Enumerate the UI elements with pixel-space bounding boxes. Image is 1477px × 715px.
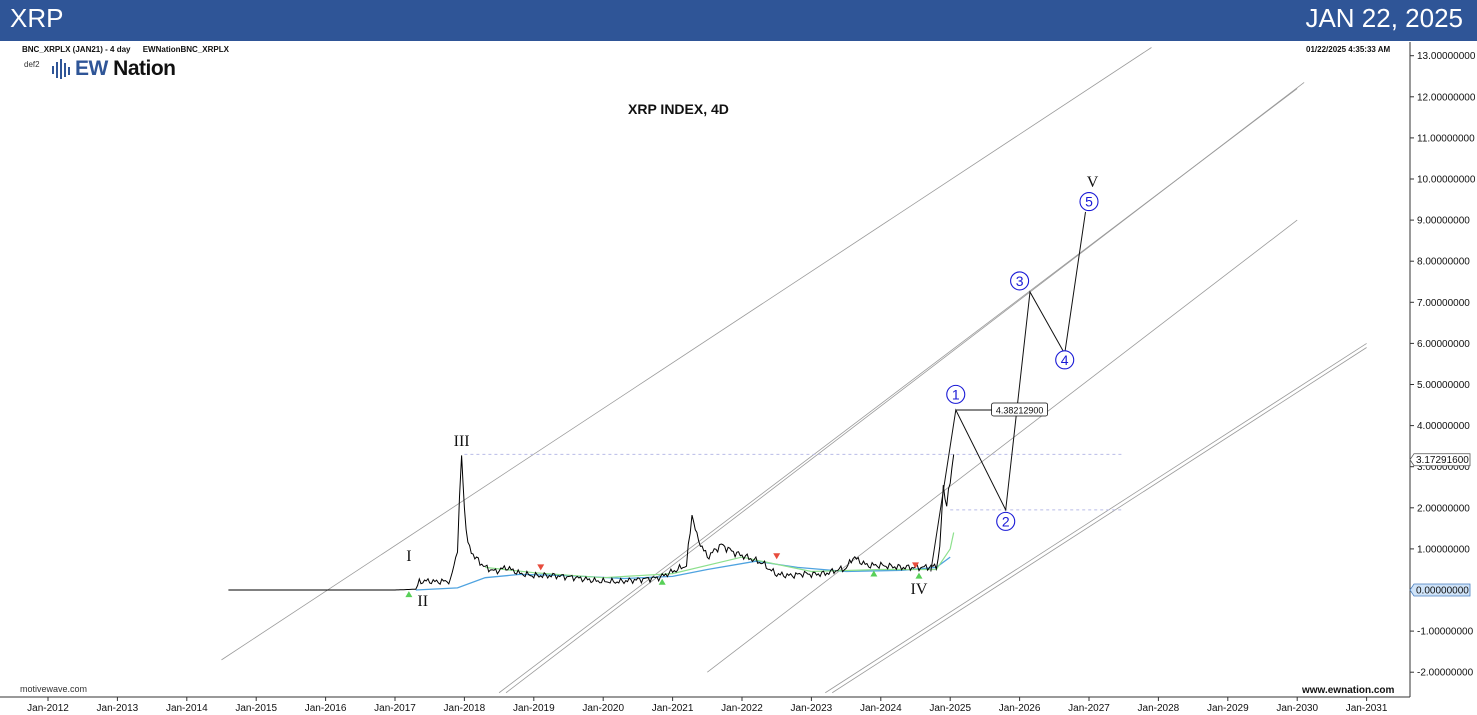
price-label-inline: 4.38212900 [996,405,1044,415]
wave-circle-3 [1010,271,1030,291]
x-tick-label-9: Jan-2021 [652,703,694,714]
marker-up-6 [915,572,923,579]
x-axis: Jan-2012 Jan-2013 Jan-2014 Jan-2015 Jan-2016… [0,696,1410,714]
x-tick-label-13: Jan-2025 [929,703,971,714]
projection-path [930,211,1086,572]
price-axis-label-1: 3.17291600 [1416,455,1469,466]
chart-header-info: BNC_XRPLX (JAN21) - 4 day EWNationBNC_XR… [22,45,239,54]
x-tick-label-3: Jan-2015 [235,703,277,714]
marker-up-0 [405,591,413,598]
price-series-group [228,454,955,591]
marker-down-5 [912,562,919,569]
price-line [228,454,955,591]
price-labels: 4.38212900 3.17291600 0.00000000 [955,402,1471,597]
def-label: def2 [24,60,40,69]
y-tick-label-5: 8.00000000 [1417,257,1470,268]
logo-ew: EW [75,57,108,80]
y-tick-label-3: 10.00000000 [1417,175,1476,186]
x-tick-label-19: Jan-2031 [1346,703,1388,714]
marker-up-2 [658,578,666,585]
moving-average-line [415,556,951,591]
wave-label-4: 4 [1061,352,1069,368]
logo-wordmark: EW Nation [75,57,176,81]
y-tick-label-10: 3.00000000 [1417,462,1470,473]
wave-label-5: 5 [1085,194,1093,210]
y-tick-label-9: 4.00000000 [1417,421,1470,432]
marker-down-1 [537,564,545,571]
price-axis-tag-1 [1409,453,1471,467]
logo-nation: Nation [113,57,176,80]
x-tick-label-2: Jan-2014 [166,703,208,714]
y-tick-label-1: 12.00000000 [1417,92,1476,103]
y-tick-label-8: 5.00000000 [1417,380,1470,391]
wave-circle-5 [1079,192,1099,212]
y-tick-label-15: -2.00000000 [1417,668,1474,679]
wave-label-3: 3 [1016,273,1024,289]
ewnation-logo: EW Nation [52,57,176,81]
y-tick-label-0: 13.00000000 [1417,51,1476,62]
y-tick-label-4: 9.00000000 [1417,216,1470,227]
wave-circle-2 [996,511,1016,531]
y-tick-label-11: 2.00000000 [1417,503,1470,514]
symbol-line: BNC_XRPLX (JAN21) - 4 day [22,45,131,54]
y-tick-label-14: -1.00000000 [1417,627,1474,638]
x-tick-label-11: Jan-2023 [791,703,833,714]
wave-projection [930,211,1086,572]
channel-line-4 [825,343,1367,694]
y-tick-label-7: 6.00000000 [1417,339,1470,350]
header-banner: XRP JAN 22, 2025 [0,0,1477,41]
wave-label-V: V [1087,174,1099,191]
y-axis: 13.00000000 12.00000000 11.00000000 10.0000… [1409,42,1476,697]
trend-channel-lines [221,47,1367,694]
chart-title: XRP INDEX, 4D [628,101,729,117]
wave-label-III: III [454,433,470,450]
x-tick-label-17: Jan-2029 [1207,703,1249,714]
x-tick-label-7: Jan-2019 [513,703,555,714]
wave-circle-1 [946,384,966,404]
banner-symbol: XRP [10,3,64,33]
price-axis-label-2: 0.00000000 [1416,586,1469,597]
channel-line-0 [221,47,1152,661]
x-tick-label-12: Jan-2024 [860,703,902,714]
marker-up-4 [870,570,878,577]
signal-markers [405,553,923,598]
x-tick-label-18: Jan-2030 [1276,703,1318,714]
x-tick-label-1: Jan-2013 [97,703,139,714]
y-tick-label-12: 1.00000000 [1417,544,1470,555]
channel-line-3 [707,219,1298,673]
price-axis-tag-2 [1409,583,1471,597]
wave-label-2: 2 [1002,513,1010,529]
x-tick-label-10: Jan-2022 [721,703,763,714]
x-tick-label-6: Jan-2018 [444,703,486,714]
y-tick-label-2: 11.00000000 [1417,133,1475,144]
price-label-box-inline [991,402,1048,417]
y-tick-label-6: 7.00000000 [1417,298,1470,309]
timestamp: 01/22/2025 4:35:33 AM [1306,45,1391,54]
source-label: EWNationBNC_XRPLX [142,45,229,54]
wave-label-II: II [417,593,428,610]
x-tick-label-14: Jan-2026 [999,703,1041,714]
watermark-left: motivewave.com [20,684,88,694]
marker-down-3 [773,553,781,560]
wave-label-IV: IV [911,581,928,598]
channel-line-2 [505,82,1305,694]
x-tick-label-4: Jan-2016 [305,703,347,714]
wave-label-1: 1 [952,386,960,402]
x-tick-label-16: Jan-2028 [1138,703,1180,714]
wave-circle-4 [1055,350,1075,370]
reference-levels [464,453,1124,511]
channel-line-5 [832,347,1367,694]
x-tick-label-15: Jan-2027 [1068,703,1110,714]
banner-date: JAN 22, 2025 [1305,3,1463,33]
green-signal-line [485,532,955,579]
x-tick-label-0: Jan-2012 [27,703,69,714]
watermark-right: www.ewnation.com [1302,685,1395,696]
wave-bars-icon [52,59,70,79]
x-tick-label-8: Jan-2020 [582,703,624,714]
x-tick-label-5: Jan-2017 [374,703,416,714]
wave-label-I: I [406,548,411,565]
